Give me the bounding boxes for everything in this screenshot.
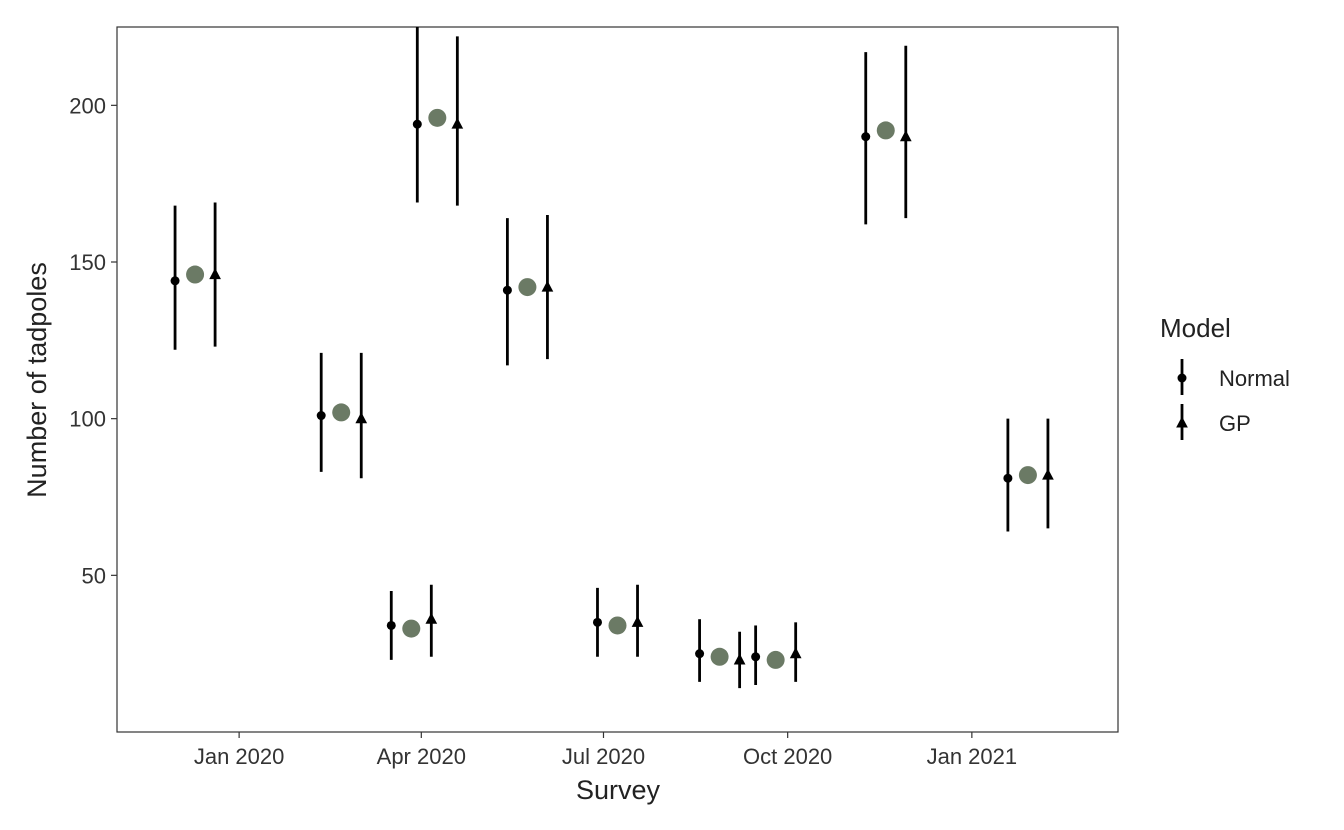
gp-point [789, 647, 802, 659]
legend-keys [1176, 359, 1188, 440]
observed-point [518, 278, 537, 297]
x-tick-label: Jan 2021 [927, 744, 1018, 769]
gp-point [451, 117, 464, 129]
observed-point [766, 650, 785, 669]
observed-point [608, 616, 627, 635]
y-axis: 50 100 150 200 [69, 93, 117, 588]
normal-point [1003, 473, 1013, 483]
normal-point [170, 276, 180, 286]
legend-title: Model [1160, 313, 1231, 343]
x-axis: Jan 2020 Apr 2020 Jul 2020 Oct 2020 Jan 2021 [194, 732, 1017, 769]
gp-point [355, 412, 368, 424]
gp-point [899, 130, 912, 142]
normal-point [592, 617, 602, 627]
normal-point [751, 652, 761, 662]
gp-point [631, 615, 644, 627]
x-axis-title: Survey [576, 775, 661, 805]
panel-border [116, 26, 1119, 733]
normal-point [316, 411, 326, 421]
normal-point [861, 132, 871, 142]
observed-point [710, 647, 729, 666]
y-tick-label: 150 [69, 250, 106, 275]
gp-point [209, 268, 221, 280]
gp-point [733, 653, 746, 665]
legend-key-normal-marker [1177, 373, 1187, 383]
x-tick-label: Jul 2020 [562, 744, 645, 769]
observed-point [876, 121, 895, 140]
normal-point [695, 649, 705, 659]
y-axis-title: Number of tadpoles [22, 262, 52, 498]
observed-point [428, 108, 447, 127]
x-tick-label: Jan 2020 [194, 744, 285, 769]
observed-point [332, 403, 351, 422]
x-tick-label: Oct 2020 [743, 744, 832, 769]
y-tick-label: 100 [69, 407, 106, 432]
chart-marks [170, 27, 1054, 689]
gp-point [541, 280, 554, 292]
observed-point [186, 265, 205, 284]
legend-label-normal: Normal [1219, 366, 1290, 391]
legend-label-gp: GP [1219, 411, 1251, 436]
y-tick-label: 50 [82, 563, 106, 588]
legend-key-gp-marker [1176, 416, 1188, 428]
y-tick-label: 200 [69, 93, 106, 118]
legend: Model Normal GP [1160, 313, 1290, 440]
gp-point [425, 612, 438, 624]
normal-point [412, 119, 422, 129]
normal-point [502, 285, 512, 295]
observed-point [402, 619, 421, 638]
x-tick-label: Apr 2020 [377, 744, 466, 769]
observed-point [1018, 466, 1037, 485]
normal-point [386, 620, 396, 630]
gp-point [1042, 468, 1054, 480]
